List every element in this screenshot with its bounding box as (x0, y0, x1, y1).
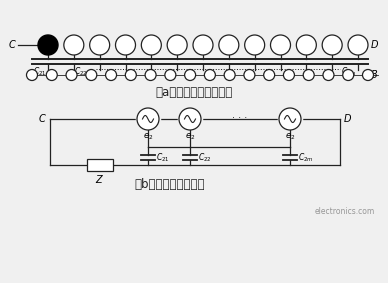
Circle shape (303, 70, 314, 80)
Text: $Z$: $Z$ (95, 173, 104, 185)
Circle shape (193, 35, 213, 55)
Circle shape (204, 70, 215, 80)
Circle shape (167, 35, 187, 55)
Text: $e_2$: $e_2$ (285, 132, 295, 142)
Circle shape (26, 70, 38, 80)
Text: $D$: $D$ (370, 38, 379, 50)
Text: $C$: $C$ (8, 38, 17, 50)
Text: （b）交流等效电路图: （b）交流等效电路图 (135, 179, 205, 192)
Circle shape (224, 70, 235, 80)
Circle shape (185, 70, 196, 80)
Text: $C_{21}$: $C_{21}$ (156, 151, 170, 164)
Circle shape (46, 70, 57, 80)
Text: $C_{22}$: $C_{22}$ (198, 151, 211, 164)
Circle shape (245, 35, 265, 55)
Circle shape (145, 70, 156, 80)
Circle shape (90, 35, 110, 55)
Circle shape (362, 70, 374, 80)
Bar (87, 159, 113, 171)
Circle shape (179, 108, 201, 130)
Text: $C_{2m}$: $C_{2m}$ (298, 151, 314, 164)
Circle shape (106, 70, 116, 80)
Circle shape (296, 35, 316, 55)
Circle shape (264, 70, 275, 80)
Circle shape (116, 35, 135, 55)
Text: · · ·: · · · (232, 113, 248, 123)
Circle shape (38, 35, 58, 55)
Circle shape (141, 35, 161, 55)
Circle shape (343, 70, 354, 80)
Text: $e_2$: $e_2$ (143, 132, 153, 142)
Circle shape (279, 108, 301, 130)
Text: （a）变压器内部结构图: （a）变压器内部结构图 (155, 87, 233, 100)
Circle shape (86, 70, 97, 80)
Text: $C_{22}$: $C_{22}$ (74, 65, 87, 78)
Text: $e_2$: $e_2$ (185, 132, 195, 142)
Circle shape (244, 70, 255, 80)
Circle shape (165, 70, 176, 80)
Circle shape (137, 108, 159, 130)
Text: $B$: $B$ (370, 68, 378, 80)
Circle shape (323, 70, 334, 80)
Text: $C_{2m}$: $C_{2m}$ (341, 65, 357, 78)
Circle shape (284, 70, 294, 80)
Circle shape (66, 70, 77, 80)
Circle shape (125, 70, 136, 80)
Text: $C$: $C$ (38, 112, 47, 124)
Text: $D$: $D$ (343, 112, 352, 124)
Text: $C_{21}$: $C_{21}$ (33, 65, 47, 78)
Circle shape (219, 35, 239, 55)
Circle shape (322, 35, 342, 55)
Circle shape (348, 35, 368, 55)
Circle shape (64, 35, 84, 55)
Text: electronics.com: electronics.com (315, 207, 375, 215)
Circle shape (270, 35, 291, 55)
